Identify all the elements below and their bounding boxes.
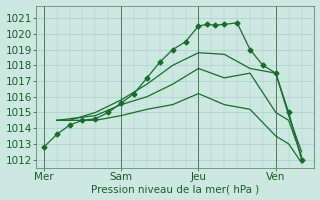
X-axis label: Pression niveau de la mer( hPa ): Pression niveau de la mer( hPa ) (91, 184, 260, 194)
